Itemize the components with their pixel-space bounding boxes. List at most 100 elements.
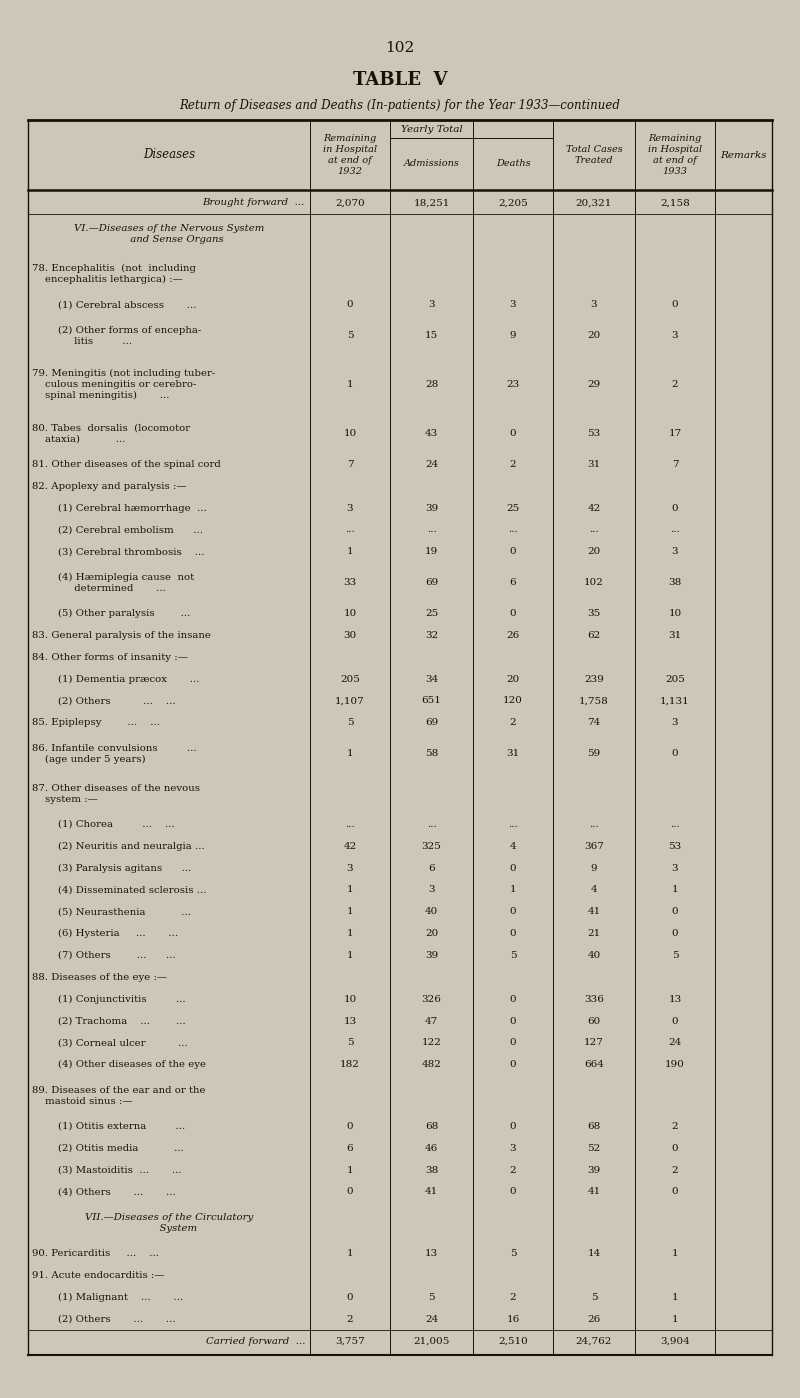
- Text: ...: ...: [670, 526, 680, 534]
- Text: Remaining
in Hospital
at end of
1932: Remaining in Hospital at end of 1932: [323, 134, 377, 176]
- Text: (1) Otitis externa         ...: (1) Otitis externa ...: [32, 1123, 186, 1131]
- Text: 3: 3: [672, 864, 678, 872]
- Text: 38: 38: [425, 1166, 438, 1174]
- Text: 0: 0: [346, 1293, 354, 1302]
- Text: 9: 9: [510, 331, 516, 340]
- Text: 20: 20: [506, 675, 520, 684]
- Text: 29: 29: [587, 380, 601, 389]
- Text: 69: 69: [425, 719, 438, 727]
- Text: 24: 24: [668, 1039, 682, 1047]
- Text: 0: 0: [510, 994, 516, 1004]
- Text: 0: 0: [510, 610, 516, 618]
- Text: 20: 20: [587, 547, 601, 556]
- Text: 10: 10: [343, 994, 357, 1004]
- Text: 0: 0: [510, 907, 516, 916]
- Text: 87. Other diseases of the nevous
    system :—: 87. Other diseases of the nevous system …: [32, 783, 200, 804]
- Text: 17: 17: [668, 429, 682, 438]
- Text: 2: 2: [510, 1293, 516, 1302]
- Text: Total Cases
Treated: Total Cases Treated: [566, 145, 622, 165]
- Text: (5) Neurasthenia           ...: (5) Neurasthenia ...: [32, 907, 191, 916]
- Text: 336: 336: [584, 994, 604, 1004]
- Text: 0: 0: [346, 1187, 354, 1197]
- Text: 0: 0: [510, 930, 516, 938]
- Text: 122: 122: [422, 1039, 442, 1047]
- Text: 58: 58: [425, 749, 438, 758]
- Text: (2) Neuritis and neuralgia ...: (2) Neuritis and neuralgia ...: [32, 842, 205, 851]
- Text: 26: 26: [587, 1314, 601, 1324]
- Text: (7) Others        ...      ...: (7) Others ... ...: [32, 951, 176, 960]
- Text: (2) Trachoma    ...        ...: (2) Trachoma ... ...: [32, 1016, 186, 1026]
- Text: 46: 46: [425, 1144, 438, 1153]
- Text: 5: 5: [510, 1250, 516, 1258]
- Text: 2: 2: [672, 380, 678, 389]
- Text: Deaths: Deaths: [496, 159, 530, 169]
- Text: 18,251: 18,251: [414, 199, 450, 207]
- Text: (1) Cerebral abscess       ...: (1) Cerebral abscess ...: [32, 301, 197, 309]
- Text: 80. Tabes  dorsalis  (locomotor
    ataxia)           ...: 80. Tabes dorsalis (locomotor ataxia) ..…: [32, 424, 190, 443]
- Text: (1) Chorea         ...    ...: (1) Chorea ... ...: [32, 821, 174, 829]
- Text: ...: ...: [426, 526, 436, 534]
- Text: 1: 1: [346, 951, 354, 960]
- Text: ...: ...: [426, 821, 436, 829]
- Text: 32: 32: [425, 630, 438, 640]
- Text: 1: 1: [346, 749, 354, 758]
- Text: 2: 2: [510, 719, 516, 727]
- Text: TABLE  V: TABLE V: [353, 71, 447, 89]
- Text: 1: 1: [346, 547, 354, 556]
- Text: 24: 24: [425, 460, 438, 468]
- Text: 31: 31: [506, 749, 520, 758]
- Text: 31: 31: [587, 460, 601, 468]
- Text: Carried forward  ...: Carried forward ...: [206, 1336, 305, 1346]
- Text: VI.—Diseases of the Nervous System
     and Sense Organs: VI.—Diseases of the Nervous System and S…: [74, 224, 264, 243]
- Text: 0: 0: [346, 1123, 354, 1131]
- Text: 0: 0: [672, 503, 678, 513]
- Text: 90. Pericarditis     ...    ...: 90. Pericarditis ... ...: [32, 1250, 159, 1258]
- Text: 6: 6: [510, 579, 516, 587]
- Text: 1: 1: [672, 885, 678, 895]
- Text: 84. Other forms of insanity :—: 84. Other forms of insanity :—: [32, 653, 188, 661]
- Text: 0: 0: [672, 1016, 678, 1026]
- Text: 0: 0: [346, 301, 354, 309]
- Text: 2,205: 2,205: [498, 199, 528, 207]
- Text: 39: 39: [425, 951, 438, 960]
- Text: 102: 102: [584, 579, 604, 587]
- Text: 42: 42: [343, 842, 357, 851]
- Text: (3) Paralysis agitans      ...: (3) Paralysis agitans ...: [32, 864, 191, 872]
- Text: 13: 13: [668, 994, 682, 1004]
- Text: 74: 74: [587, 719, 601, 727]
- Text: 3: 3: [672, 547, 678, 556]
- Text: 6: 6: [346, 1144, 354, 1153]
- Text: 79. Meningitis (not including tuber-
    culous meningitis or cerebro-
    spina: 79. Meningitis (not including tuber- cul…: [32, 369, 215, 400]
- Text: 15: 15: [425, 331, 438, 340]
- Text: 10: 10: [343, 610, 357, 618]
- Text: 2,070: 2,070: [335, 199, 365, 207]
- Text: 0: 0: [672, 1144, 678, 1153]
- Text: 20,321: 20,321: [576, 199, 612, 207]
- Text: 88. Diseases of the eye :—: 88. Diseases of the eye :—: [32, 973, 167, 981]
- Text: 24,762: 24,762: [576, 1336, 612, 1346]
- Text: 205: 205: [665, 675, 685, 684]
- Text: 1: 1: [346, 930, 354, 938]
- Text: 35: 35: [587, 610, 601, 618]
- Text: 1: 1: [346, 1250, 354, 1258]
- Text: 25: 25: [506, 503, 520, 513]
- Text: Return of Diseases and Deaths (In-patients) for the Year 1933—continued: Return of Diseases and Deaths (In-patien…: [179, 98, 621, 112]
- Text: Remaining
in Hospital
at end of
1933: Remaining in Hospital at end of 1933: [648, 134, 702, 176]
- Text: 367: 367: [584, 842, 604, 851]
- Text: Remarks: Remarks: [720, 151, 767, 159]
- Text: 39: 39: [587, 1166, 601, 1174]
- Text: (4) Disseminated sclerosis ...: (4) Disseminated sclerosis ...: [32, 885, 206, 895]
- Text: (3) Cerebral thrombosis    ...: (3) Cerebral thrombosis ...: [32, 547, 205, 556]
- Text: 21,005: 21,005: [414, 1336, 450, 1346]
- Text: (1) Malignant    ...       ...: (1) Malignant ... ...: [32, 1293, 183, 1302]
- Text: 5: 5: [590, 1293, 598, 1302]
- Text: 3: 3: [346, 503, 354, 513]
- Text: 3: 3: [672, 331, 678, 340]
- Text: 0: 0: [510, 1039, 516, 1047]
- Text: 40: 40: [425, 907, 438, 916]
- Text: 68: 68: [425, 1123, 438, 1131]
- Text: 182: 182: [340, 1060, 360, 1069]
- Text: 9: 9: [590, 864, 598, 872]
- Text: 6: 6: [428, 864, 435, 872]
- Text: 19: 19: [425, 547, 438, 556]
